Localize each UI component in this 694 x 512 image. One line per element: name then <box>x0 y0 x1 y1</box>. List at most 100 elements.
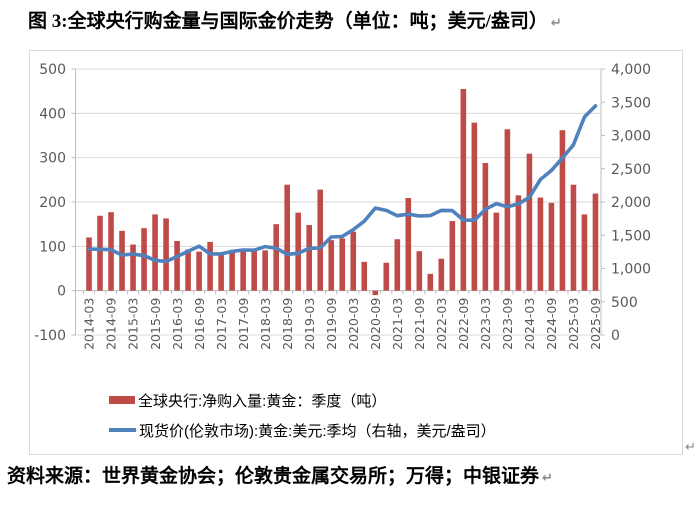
paragraph-mark-icon: ↵ <box>550 16 562 31</box>
paragraph-mark-icon: ↵ <box>685 440 694 455</box>
bar-2023-03 <box>482 162 489 291</box>
paragraph-mark-icon: ↵ <box>542 471 553 486</box>
x-axis-label: 2019-09 <box>324 298 339 350</box>
bar-2015-12 <box>163 218 169 291</box>
x-axis-label: 2025-09 <box>588 298 603 350</box>
right-axis-label: 3,500 <box>611 95 651 111</box>
bar-2024-06 <box>537 197 544 291</box>
right-axis-label: 2,000 <box>611 195 651 211</box>
bar-2020-12 <box>383 262 390 291</box>
x-axis-label: 2015-09 <box>148 298 163 350</box>
right-axis-label: 500 <box>611 295 638 311</box>
bar-2017-12 <box>251 250 257 291</box>
x-axis-label: 2014-03 <box>82 298 97 350</box>
x-axis-label: 2024-09 <box>544 298 559 350</box>
x-axis-label: 2022-09 <box>456 298 471 350</box>
bar-2025-06 <box>581 214 588 291</box>
bar-2023-12 <box>515 195 522 291</box>
bar-2022-12 <box>471 122 478 291</box>
legend-bar-swatch-icon <box>109 396 135 404</box>
bar-2016-03 <box>174 241 180 291</box>
bar-2018-03 <box>262 250 268 291</box>
x-axis-label: 2021-09 <box>412 298 427 350</box>
x-axis-label: 2017-09 <box>236 298 251 350</box>
x-axis-label: 2019-03 <box>302 298 317 350</box>
legend-item-central-bank-purchases: 全球央行:净购入量:黄金：季度（吨） <box>109 385 629 415</box>
x-axis-label: 2018-09 <box>280 298 295 350</box>
bar-2020-06 <box>361 261 368 291</box>
left-axis-label: 500 <box>39 62 66 78</box>
figure-title: 图 3:全球央行购金量与国际金价走势（单位：吨；美元/盎司） ↵ <box>28 6 688 33</box>
source-line: 资料来源：世界黄金协会；伦敦贵金属交易所；万得；中银证券 ↵ <box>7 461 687 488</box>
left-axis-label: 300 <box>39 151 66 167</box>
right-axis-label: 4,000 <box>611 62 651 78</box>
bar-2014-12 <box>119 230 125 291</box>
bar-2023-06 <box>493 212 500 291</box>
x-axis-label: 2016-03 <box>170 298 185 350</box>
bar-2018-06 <box>273 224 279 291</box>
source-text: 资料来源：世界黄金协会；伦敦贵金属交易所；万得；中银证券 <box>7 466 540 487</box>
legend-label-bars: 全球央行:净购入量:黄金：季度（吨） <box>138 392 387 410</box>
x-axis-label: 2022-03 <box>434 298 449 350</box>
bar-2025-09 <box>592 193 599 291</box>
left-axis-label: 0 <box>57 284 66 300</box>
legend-item-spot-price: 现货价(伦敦市场):黄金:美元:季均（右轴，美元/盎司） <box>109 415 629 445</box>
right-axis-label: 1,000 <box>611 262 651 278</box>
right-axis-label: 1,500 <box>611 228 651 244</box>
x-axis-label: 2017-03 <box>214 298 229 350</box>
bar-2016-09 <box>196 251 202 291</box>
bar-2022-09 <box>460 88 467 291</box>
bar-2022-06 <box>449 221 456 291</box>
left-axis-label: 100 <box>39 239 66 255</box>
bar-2024-12 <box>559 130 566 291</box>
figure-title-text: 图 3:全球央行购金量与国际金价走势（单位：吨；美元/盎司） <box>28 11 548 32</box>
bar-2021-09 <box>416 251 423 291</box>
x-axis-label: 2025-03 <box>566 298 581 350</box>
bar-2015-03 <box>130 244 136 291</box>
gold-chart-canvas: 500 400 300 200 100 0 -100 4,000 3,500 3,000 2,500… <box>34 62 651 350</box>
bar-2017-09 <box>240 248 246 291</box>
bar-2015-06 <box>141 228 147 291</box>
x-axis-label: 2021-03 <box>390 298 405 350</box>
bar-2025-03 <box>570 184 577 291</box>
bar-2016-12 <box>207 241 213 291</box>
bar-2016-06 <box>185 249 191 291</box>
x-axis-label: 2020-09 <box>368 298 383 350</box>
left-axis-label: 400 <box>39 106 66 122</box>
x-axis-label: 2015-03 <box>126 298 141 350</box>
bar-2021-03 <box>394 239 401 291</box>
bar-2017-06 <box>229 251 235 291</box>
legend-line-swatch-icon <box>109 428 136 432</box>
legend-label-line: 现货价(伦敦市场):黄金:美元:季均（右轴，美元/盎司） <box>139 422 496 440</box>
chart-frame: 500 400 300 200 100 0 -100 4,000 3,500 3,000 2,500… <box>29 50 683 455</box>
x-axis-label: 2023-09 <box>500 298 515 350</box>
bar-2022-03 <box>438 258 445 291</box>
x-axis-label: 2016-09 <box>192 298 207 350</box>
bar-2020-03 <box>350 231 357 291</box>
x-axis-label: 2018-03 <box>258 298 273 350</box>
bar-2014-06 <box>97 215 103 291</box>
chart-legend: 全球央行:净购入量:黄金：季度（吨） 现货价(伦敦市场):黄金:美元:季均（右轴… <box>109 385 629 445</box>
bar-2015-09 <box>152 214 158 291</box>
bar-2021-12 <box>427 273 434 291</box>
bar-2020-09 <box>372 290 379 296</box>
bar-2023-09 <box>504 129 511 291</box>
x-axis-label: 2024-03 <box>522 298 537 350</box>
left-axis-label: -100 <box>34 328 66 344</box>
bar-2014-03 <box>86 237 92 291</box>
x-axis-label: 2014-09 <box>104 298 119 350</box>
right-axis-label: 0 <box>611 328 620 344</box>
x-axis-label: 2023-03 <box>478 298 493 350</box>
spot-price-line <box>87 104 598 264</box>
x-axis-label: 2020-03 <box>346 298 361 350</box>
bar-2017-03 <box>218 253 224 291</box>
bar-2019-12 <box>339 238 346 291</box>
bar-2018-09 <box>284 184 290 291</box>
bar-2019-09 <box>328 240 335 291</box>
bar-2021-06 <box>405 198 412 291</box>
left-axis-label: 200 <box>39 195 66 211</box>
right-axis-label: 2,500 <box>611 162 651 178</box>
bar-2019-03 <box>306 225 313 291</box>
bar-2019-06 <box>317 189 324 291</box>
